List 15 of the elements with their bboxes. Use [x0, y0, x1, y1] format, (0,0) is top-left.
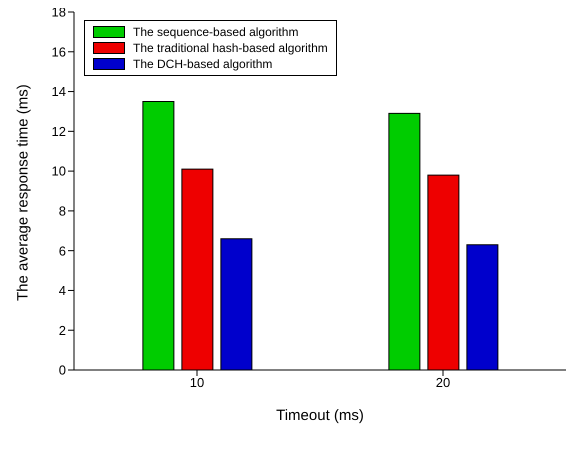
legend-label: The DCH-based algorithm	[133, 57, 272, 71]
legend-label: The traditional hash-based algorithm	[133, 41, 328, 55]
y-axis-title: The average response time (ms)	[14, 84, 32, 301]
y-tick-label: 16	[52, 44, 66, 60]
y-tick-label: 6	[58, 243, 66, 258]
y-tick-label: 10	[52, 164, 66, 179]
legend-label: The sequence-based algorithm	[133, 25, 298, 39]
y-tick-label: 12	[52, 124, 66, 139]
y-tick-label: 8	[58, 204, 66, 219]
x-tick-label: 20	[436, 375, 450, 390]
y-tick-label: 4	[58, 283, 66, 298]
x-axis-title: Timeout (ms)	[276, 407, 364, 424]
y-tick-label: 14	[52, 84, 66, 100]
y-tick-label: 2	[58, 322, 66, 338]
y-tick-label: 0	[58, 362, 66, 378]
